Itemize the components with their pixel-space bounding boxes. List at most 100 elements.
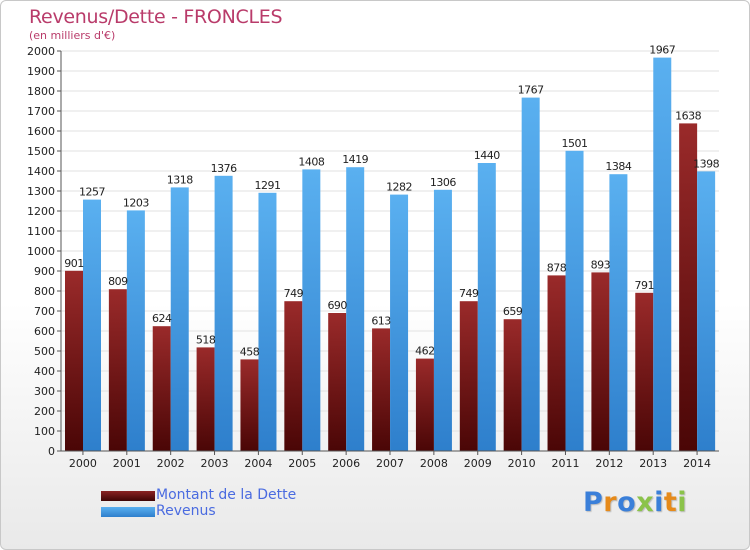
- bar-revenus: [346, 167, 365, 451]
- bar-revenus: [521, 97, 540, 451]
- value-label-revenus: 1291: [254, 179, 280, 192]
- bar-dette: [196, 347, 215, 451]
- value-label-dette: 749: [284, 287, 304, 300]
- logo-letter: x: [636, 487, 655, 518]
- value-label-dette: 749: [459, 287, 479, 300]
- bar-revenus: [170, 187, 189, 451]
- bar-dette: [635, 292, 654, 451]
- x-tick-label: 2000: [69, 457, 97, 470]
- bar-revenus: [609, 174, 628, 451]
- value-label-revenus: 1967: [649, 44, 675, 57]
- bar-dette: [591, 272, 610, 451]
- x-tick-label: 2006: [332, 457, 360, 470]
- value-label-dette: 462: [415, 345, 435, 358]
- y-tick-label: 1200: [27, 205, 55, 218]
- y-tick-label: 500: [34, 345, 55, 358]
- bar-revenus: [302, 169, 321, 451]
- value-label-dette: 690: [327, 299, 347, 312]
- value-label-dette: 893: [591, 258, 611, 271]
- x-tick-label: 2003: [201, 457, 229, 470]
- bar-revenus: [477, 163, 496, 451]
- value-label-revenus: 1306: [430, 176, 456, 189]
- value-label-revenus: 1282: [386, 181, 412, 194]
- y-tick-label: 1800: [27, 85, 55, 98]
- y-tick-label: 1600: [27, 125, 55, 138]
- logo-letter: i: [654, 487, 664, 518]
- y-tick-label: 900: [34, 265, 55, 278]
- logo-letter: r: [603, 487, 618, 518]
- legend-swatch-revenus: [101, 507, 155, 517]
- value-label-dette: 901: [64, 257, 84, 270]
- bar-dette: [459, 301, 478, 451]
- bar-revenus: [390, 194, 409, 451]
- y-tick-label: 1700: [27, 105, 55, 118]
- bar-revenus: [126, 210, 145, 451]
- bar-revenus: [697, 171, 716, 451]
- x-tick-label: 2013: [639, 457, 667, 470]
- y-tick-label: 400: [34, 365, 55, 378]
- y-tick-label: 200: [34, 405, 55, 418]
- x-tick-label: 2008: [420, 457, 448, 470]
- x-tick-label: 2012: [595, 457, 623, 470]
- value-label-revenus: 1384: [605, 160, 631, 173]
- value-label-revenus: 1501: [562, 137, 588, 150]
- y-tick-label: 1300: [27, 185, 55, 198]
- bar-dette: [65, 270, 83, 451]
- y-tick-label: 100: [34, 425, 55, 438]
- y-tick-label: 1100: [27, 225, 55, 238]
- x-tick-label: 2010: [508, 457, 536, 470]
- bar-revenus: [83, 199, 101, 451]
- bar-revenus: [214, 175, 233, 452]
- bar-dette: [152, 326, 171, 451]
- value-label-revenus: 1257: [79, 186, 105, 199]
- value-label-revenus: 1318: [167, 173, 193, 186]
- value-label-dette: 624: [152, 312, 172, 325]
- x-tick-label: 2005: [288, 457, 316, 470]
- x-tick-label: 2002: [157, 457, 185, 470]
- chart-title: Revenus/Dette - FRONCLES: [29, 6, 283, 28]
- bar-revenus: [258, 192, 277, 452]
- bar-dette: [415, 358, 434, 451]
- logo-letter: o: [617, 487, 637, 518]
- bar-dette: [108, 289, 127, 451]
- legend-label-revenus: Revenus: [156, 503, 216, 519]
- value-label-dette: 458: [240, 345, 260, 358]
- logo-letter: P: [583, 487, 604, 518]
- legend-label-dette: Montant de la Dette: [156, 487, 297, 503]
- value-label-revenus: 1376: [211, 162, 237, 175]
- bar-dette: [372, 328, 391, 451]
- x-tick-label: 2009: [464, 457, 492, 470]
- x-tick-label: 2007: [376, 457, 404, 470]
- x-tick-label: 2004: [244, 457, 272, 470]
- value-label-revenus: 1419: [342, 153, 368, 166]
- y-tick-label: 1500: [27, 145, 55, 158]
- y-tick-label: 0: [48, 445, 55, 458]
- legend-swatch-dette: [101, 491, 155, 501]
- bar-dette: [328, 313, 347, 451]
- bar-revenus: [565, 150, 584, 452]
- y-tick-label: 800: [34, 285, 55, 298]
- value-label-revenus: 1408: [298, 155, 324, 168]
- value-label-dette: 878: [547, 261, 567, 274]
- bar-dette: [679, 123, 698, 452]
- x-tick-label: 2014: [683, 457, 711, 470]
- value-label-dette: 791: [635, 279, 655, 292]
- bar-dette: [284, 301, 303, 451]
- y-tick-label: 1900: [27, 65, 55, 78]
- y-tick-label: 1400: [27, 165, 55, 178]
- bar-revenus: [653, 57, 672, 451]
- bar-revenus: [433, 189, 452, 452]
- y-tick-label: 2000: [27, 45, 55, 58]
- value-label-revenus: 1203: [123, 196, 149, 209]
- y-tick-label: 600: [34, 325, 55, 338]
- value-label-dette: 659: [503, 305, 523, 318]
- x-tick-label: 2011: [551, 457, 579, 470]
- value-label-revenus: 1398: [693, 157, 719, 170]
- chart-subtitle: (en milliers d'€): [29, 29, 116, 42]
- y-tick-label: 300: [34, 385, 55, 398]
- bar-dette: [240, 359, 259, 451]
- value-label-dette: 809: [108, 275, 128, 288]
- y-tick-label: 700: [34, 305, 55, 318]
